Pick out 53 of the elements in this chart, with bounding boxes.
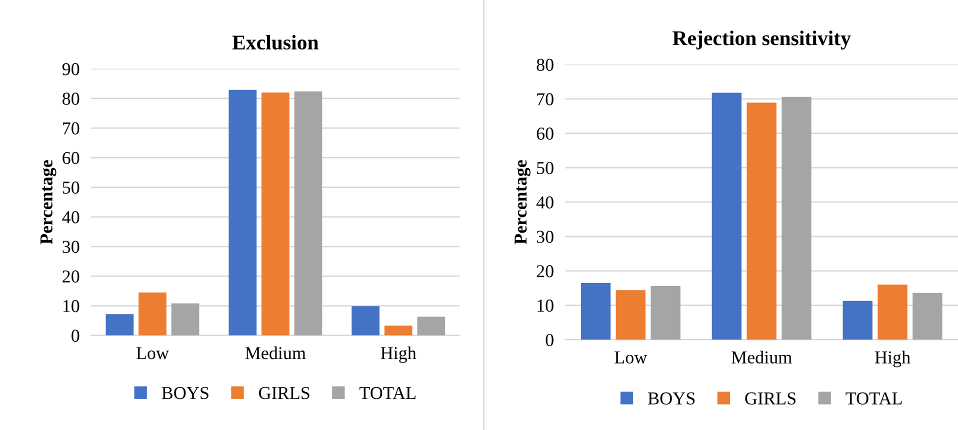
bar [352, 306, 380, 336]
y-tick-label: 70 [537, 93, 554, 106]
bar [294, 91, 322, 336]
bar [746, 102, 776, 340]
bar [616, 290, 646, 340]
x-tick-label: High [380, 346, 416, 363]
legend-label: BOYS [162, 386, 208, 400]
legend-label: GIRLS [259, 386, 310, 400]
y-tick-label: 0 [546, 334, 554, 346]
bar [261, 92, 290, 336]
bar [580, 282, 611, 340]
y-tick-label: 50 [537, 162, 554, 174]
y-tick-label: 20 [62, 270, 80, 283]
x-tick-label: Low [614, 352, 648, 364]
y-tick-label: 30 [536, 230, 554, 243]
y-tick-label: 50 [62, 182, 80, 194]
x-tick-label: Medium [732, 350, 792, 364]
legend-label: GIRLS [745, 392, 796, 405]
y-axis-title: Percentage [40, 160, 56, 244]
y-tick-label: 70 [63, 122, 80, 134]
y-tick-label: 30 [62, 240, 80, 253]
bar [171, 303, 200, 336]
bar [842, 300, 872, 340]
y-tick-label: 80 [62, 92, 80, 105]
legend-label: TOTAL [846, 392, 902, 405]
y-tick-label: 40 [536, 196, 554, 209]
bar [650, 286, 680, 340]
y-axis-title: Percentage [514, 160, 530, 244]
bar [138, 292, 166, 336]
legend-label: TOTAL [360, 386, 416, 400]
bar [912, 292, 942, 340]
bar [228, 90, 257, 336]
chart-title: Rejection sensitivity [672, 30, 851, 50]
x-tick-label: Medium [245, 346, 306, 360]
y-tick-label: 20 [536, 265, 554, 278]
y-tick-label: 10 [538, 300, 554, 312]
bar [384, 326, 412, 336]
bar [782, 96, 812, 340]
y-tick-label: 60 [536, 128, 554, 140]
legend-label: BOYS [648, 392, 695, 405]
bar [712, 92, 742, 340]
x-tick-label: Low [136, 347, 169, 360]
chart-title: Exclusion [232, 34, 319, 50]
y-tick-label: 10 [63, 300, 80, 312]
y-tick-label: 60 [62, 152, 80, 164]
y-tick-label: 40 [62, 211, 80, 224]
x-tick-label: High [875, 350, 910, 368]
bar [878, 284, 908, 340]
y-tick-label: 0 [72, 330, 80, 342]
bar [106, 314, 134, 336]
y-tick-label: 80 [536, 58, 554, 71]
bar [417, 316, 446, 336]
y-tick-label: 90 [62, 63, 80, 76]
